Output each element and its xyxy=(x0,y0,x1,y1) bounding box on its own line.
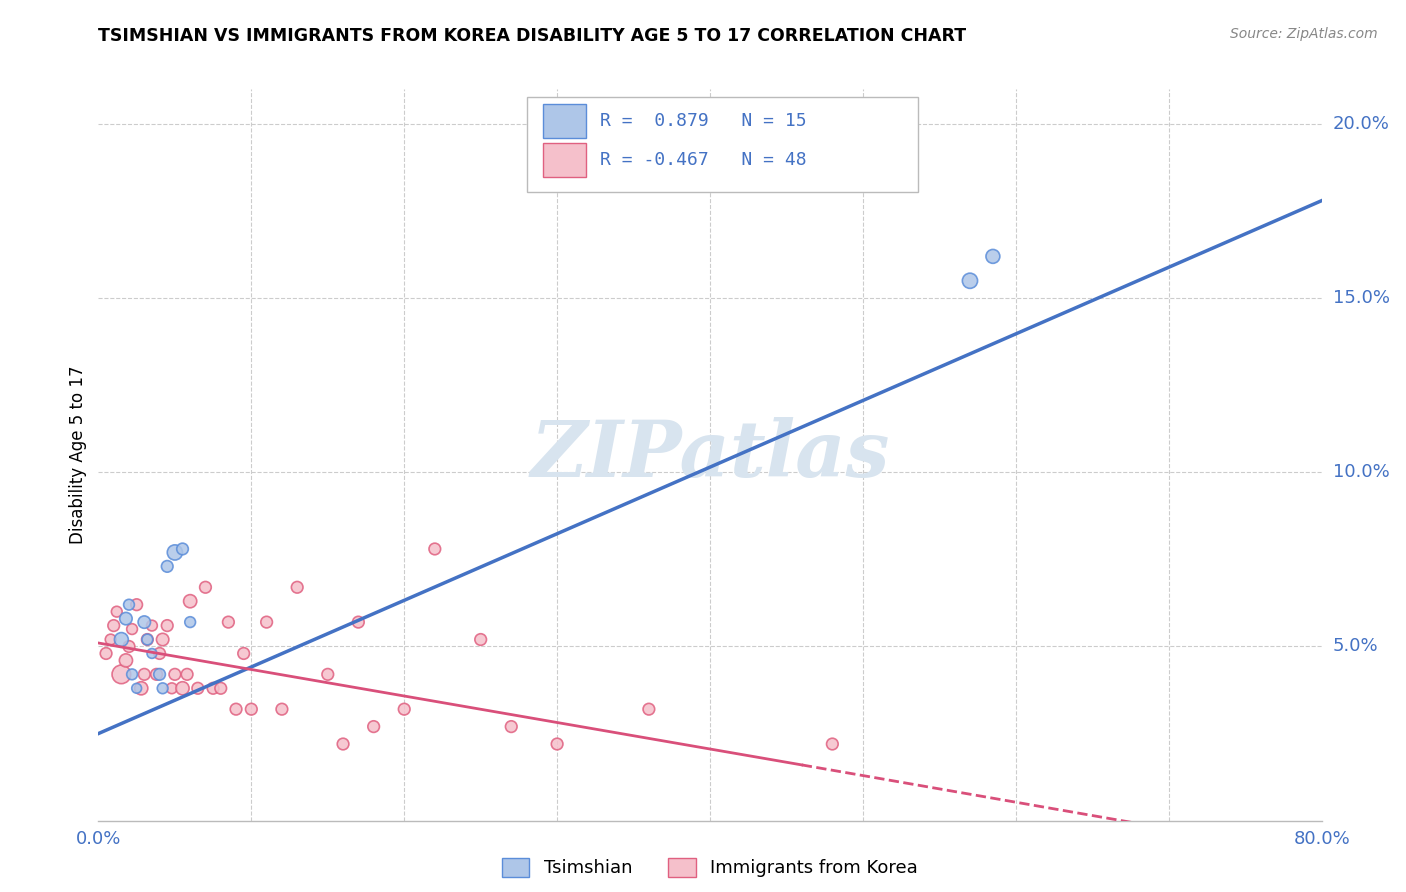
Point xyxy=(179,615,201,629)
Point xyxy=(134,615,156,629)
Text: TSIMSHIAN VS IMMIGRANTS FROM KOREA DISABILITY AGE 5 TO 17 CORRELATION CHART: TSIMSHIAN VS IMMIGRANTS FROM KOREA DISAB… xyxy=(98,27,966,45)
Point xyxy=(136,632,159,647)
Point xyxy=(225,702,247,716)
Point xyxy=(285,580,308,594)
Point xyxy=(94,647,117,661)
Point xyxy=(172,681,194,696)
Point xyxy=(959,274,981,288)
Point xyxy=(256,615,278,629)
Point xyxy=(134,667,156,681)
Point xyxy=(125,681,148,696)
Point xyxy=(270,702,292,716)
Point xyxy=(187,681,209,696)
Point xyxy=(240,702,263,716)
Point xyxy=(179,594,201,608)
Point xyxy=(501,720,523,734)
Point xyxy=(129,681,152,696)
Text: Source: ZipAtlas.com: Source: ZipAtlas.com xyxy=(1230,27,1378,41)
Point xyxy=(136,632,159,647)
Text: R = -0.467   N = 48: R = -0.467 N = 48 xyxy=(599,151,806,169)
Point xyxy=(118,640,141,654)
Point xyxy=(125,598,148,612)
Text: 5.0%: 5.0% xyxy=(1333,638,1378,656)
Point xyxy=(202,681,225,696)
Point xyxy=(152,632,174,647)
Point xyxy=(110,632,132,647)
Point xyxy=(176,667,198,681)
Point xyxy=(332,737,354,751)
Point xyxy=(156,618,179,632)
Point xyxy=(363,720,385,734)
Point xyxy=(141,647,163,661)
Point xyxy=(152,681,174,696)
Text: 15.0%: 15.0% xyxy=(1333,289,1389,307)
Point xyxy=(470,632,492,647)
Point xyxy=(163,667,186,681)
Point xyxy=(121,622,143,636)
Point xyxy=(392,702,416,716)
Point xyxy=(981,249,1004,263)
Point xyxy=(347,615,370,629)
Point xyxy=(172,541,194,556)
Point xyxy=(100,632,122,647)
Point xyxy=(105,605,128,619)
Point xyxy=(637,702,661,716)
Text: R =  0.879   N = 15: R = 0.879 N = 15 xyxy=(599,112,806,129)
Point xyxy=(194,580,217,594)
Point xyxy=(160,681,183,696)
Text: 10.0%: 10.0% xyxy=(1333,463,1389,482)
Point xyxy=(141,618,163,632)
Point xyxy=(121,667,143,681)
Text: ZIPatlas: ZIPatlas xyxy=(530,417,890,493)
Y-axis label: Disability Age 5 to 17: Disability Age 5 to 17 xyxy=(69,366,87,544)
Point xyxy=(163,545,186,559)
Text: 20.0%: 20.0% xyxy=(1333,115,1389,133)
Point xyxy=(546,737,568,751)
Point xyxy=(316,667,339,681)
Point xyxy=(156,559,179,574)
Point xyxy=(110,667,132,681)
Point xyxy=(115,612,138,626)
Point xyxy=(217,615,239,629)
Point xyxy=(118,598,141,612)
Point xyxy=(149,647,172,661)
Point xyxy=(103,618,125,632)
Point xyxy=(209,681,232,696)
Point xyxy=(115,653,138,667)
Point xyxy=(145,667,167,681)
Point xyxy=(149,667,172,681)
Point xyxy=(232,647,254,661)
Point xyxy=(423,541,446,556)
Legend: Tsimshian, Immigrants from Korea: Tsimshian, Immigrants from Korea xyxy=(502,858,918,878)
Point xyxy=(821,737,844,751)
